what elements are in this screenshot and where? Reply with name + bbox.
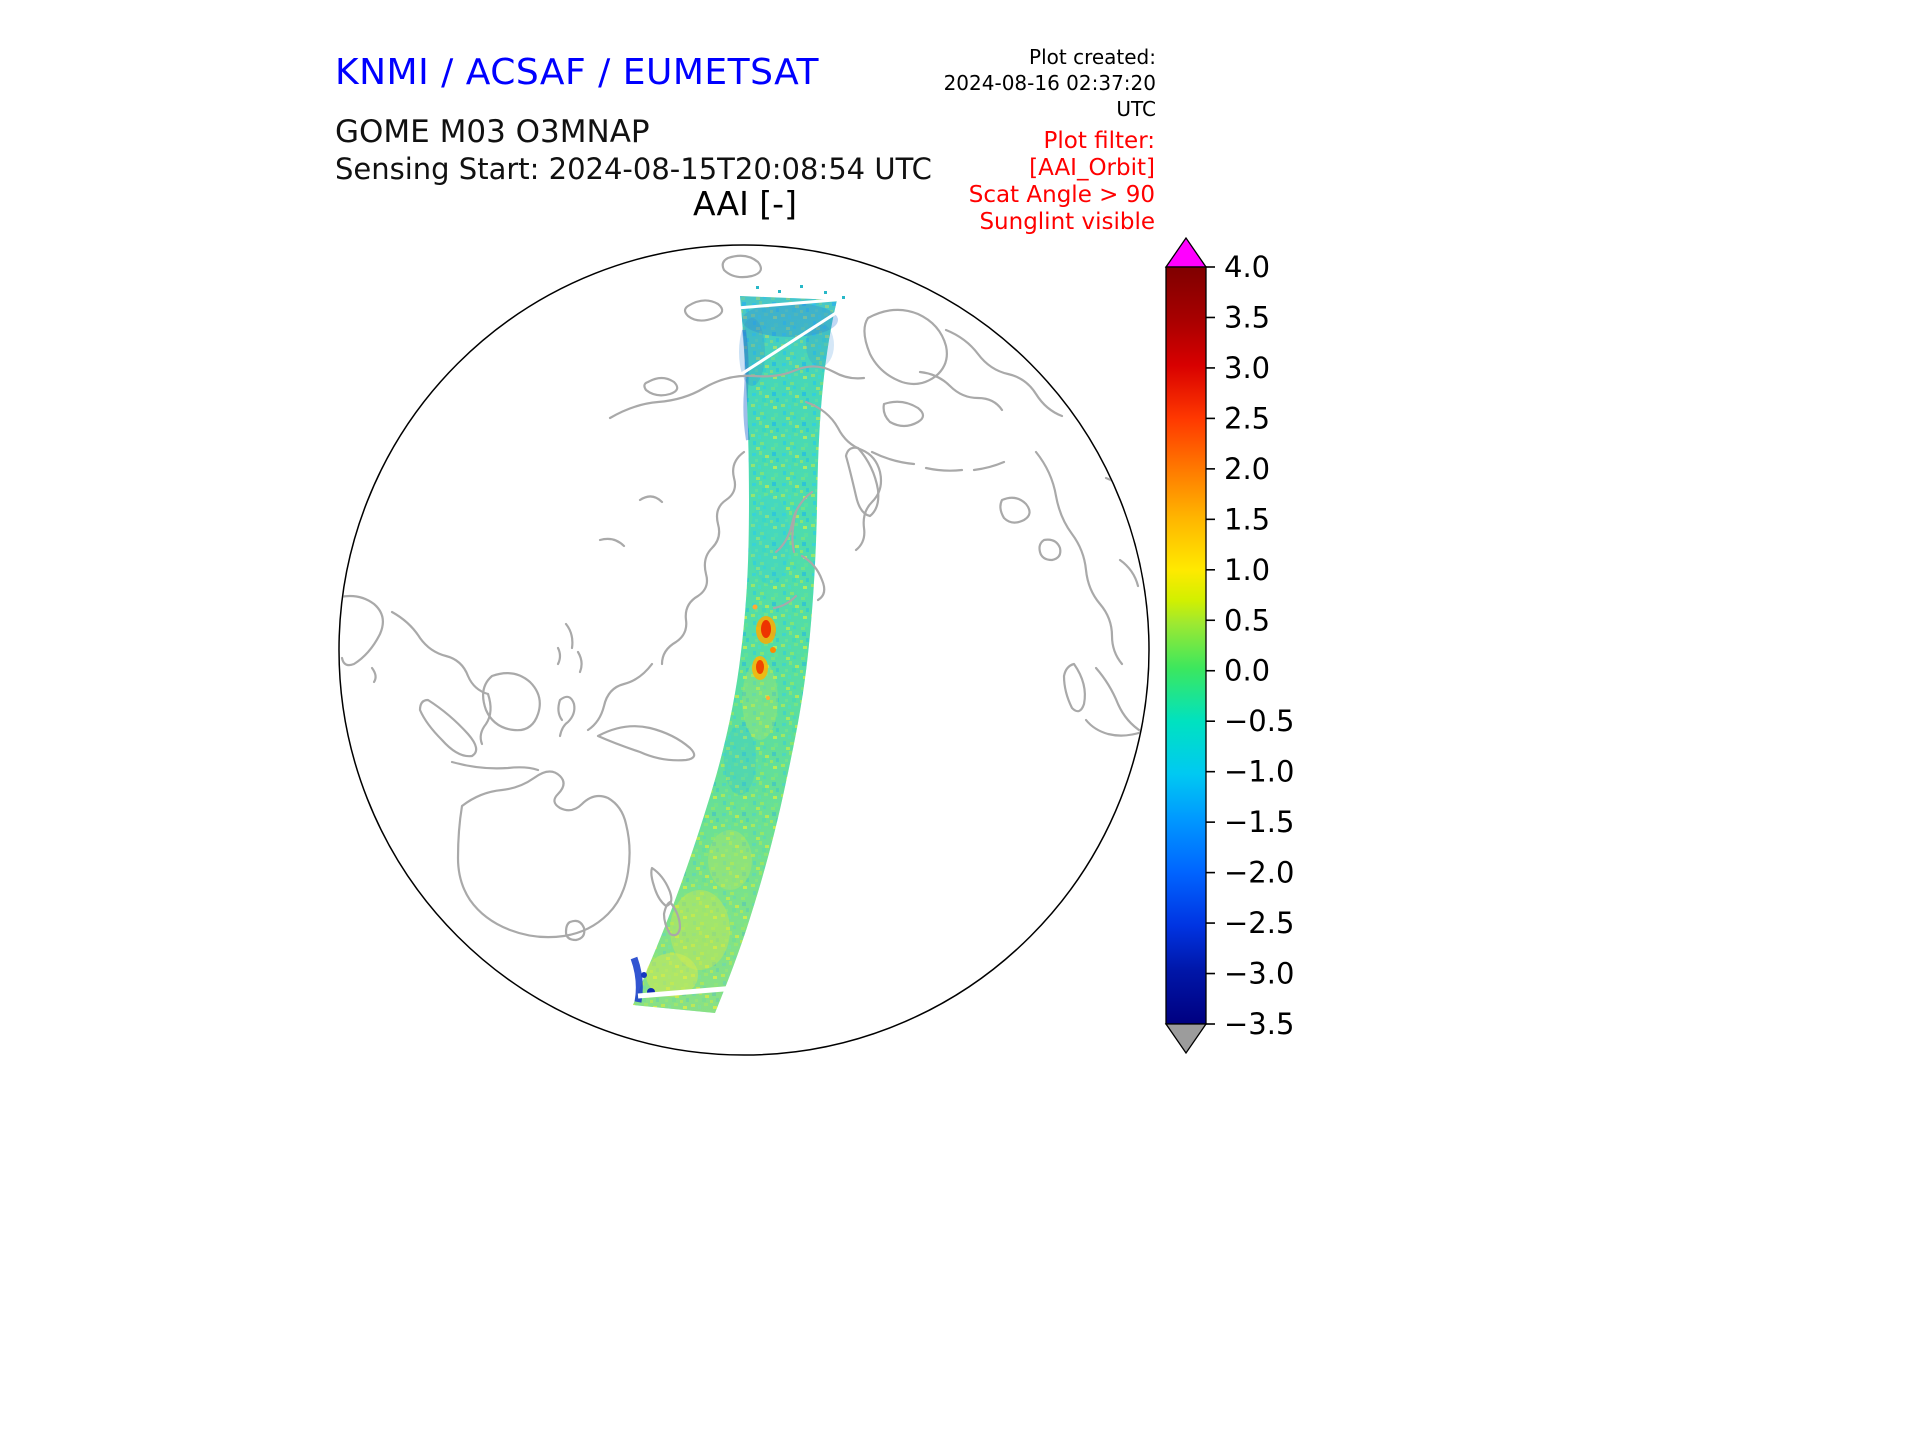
data-gap-streaks xyxy=(637,297,857,999)
page-title: KNMI / ACSAF / EUMETSAT xyxy=(335,52,819,93)
swath-blue-streak xyxy=(742,329,750,441)
plot-created: Plot created: 2024-08-16 02:37:20 UTC xyxy=(900,44,1156,122)
plot-filter-line: [AAI_Orbit] xyxy=(1029,155,1155,181)
colorbar-tick-label: −3.5 xyxy=(1224,1007,1294,1041)
swath-patch xyxy=(646,953,698,997)
swath-shading xyxy=(633,296,837,1013)
aai-swath xyxy=(630,285,857,1013)
globe-map xyxy=(338,244,1150,1056)
colorbar-ticks: 4.0 3.5 3.0 2.5 2.0 1.5 1.0 0.5 0.0 −0.5 −1.0 −1.5 −… xyxy=(1206,250,1294,1041)
swath-patch xyxy=(670,890,730,970)
colorbar: 4.0 3.5 3.0 2.5 2.0 1.5 1.0 0.5 0.0 −0.5 −1.0 −1.5 −… xyxy=(1164,236,1294,1055)
aerosol-plume xyxy=(752,604,776,700)
colorbar-tick-label: 0.0 xyxy=(1224,654,1270,688)
colorbar-tick-label: −1.5 xyxy=(1224,805,1294,839)
colorbar-tick-label: 0.5 xyxy=(1224,603,1270,637)
variable-title: AAI [-] xyxy=(693,184,797,223)
plot-created-label: Plot created: xyxy=(1029,45,1156,69)
sensing-start: Sensing Start: 2024-08-15T20:08:54 UTC xyxy=(335,152,932,186)
swath-patch xyxy=(724,725,756,795)
swath-patch xyxy=(708,830,752,890)
colorbar-over-arrow xyxy=(1164,236,1208,268)
colorbar-tick-label: 3.5 xyxy=(1224,300,1270,334)
plot-filter-title: Plot filter: xyxy=(1043,128,1155,154)
product-name: GOME M03 O3MNAP xyxy=(335,114,650,150)
colorbar-tick-label: 3.0 xyxy=(1224,351,1270,385)
swath-patch xyxy=(742,660,778,740)
swath-blue-patch xyxy=(806,323,834,367)
colorbar-tick-label: 2.5 xyxy=(1224,401,1270,435)
colorbar-tick-label: 2.0 xyxy=(1224,452,1270,486)
colorbar-tick-label: −3.0 xyxy=(1224,957,1294,991)
colorbar-tick-label: −2.0 xyxy=(1224,856,1294,890)
swath-blue-patch xyxy=(739,318,765,386)
colorbar-tick-label: −0.5 xyxy=(1224,704,1294,738)
plot-created-value: 2024-08-16 02:37:20 UTC xyxy=(943,71,1156,121)
colorbar-tick-label: −1.0 xyxy=(1224,755,1294,789)
swath-sparse-pixels xyxy=(756,285,845,299)
plot-filter-line: Sunglint visible xyxy=(979,209,1155,235)
colorbar-tick-label: 4.0 xyxy=(1224,250,1270,284)
coastlines xyxy=(340,254,1144,942)
colorbar-bar xyxy=(1165,266,1207,1025)
colorbar-under-arrow xyxy=(1164,1023,1208,1055)
colorbar-tick-label: 1.0 xyxy=(1224,553,1270,587)
colorbar-tick-label: −2.5 xyxy=(1224,906,1294,940)
swath-patch xyxy=(750,495,790,585)
plot-filter: Plot filter: [AAI_Orbit] Scat Angle > 90… xyxy=(895,128,1155,236)
colorbar-tick-label: 1.5 xyxy=(1224,502,1270,536)
plot-filter-line: Scat Angle > 90 xyxy=(968,182,1155,208)
